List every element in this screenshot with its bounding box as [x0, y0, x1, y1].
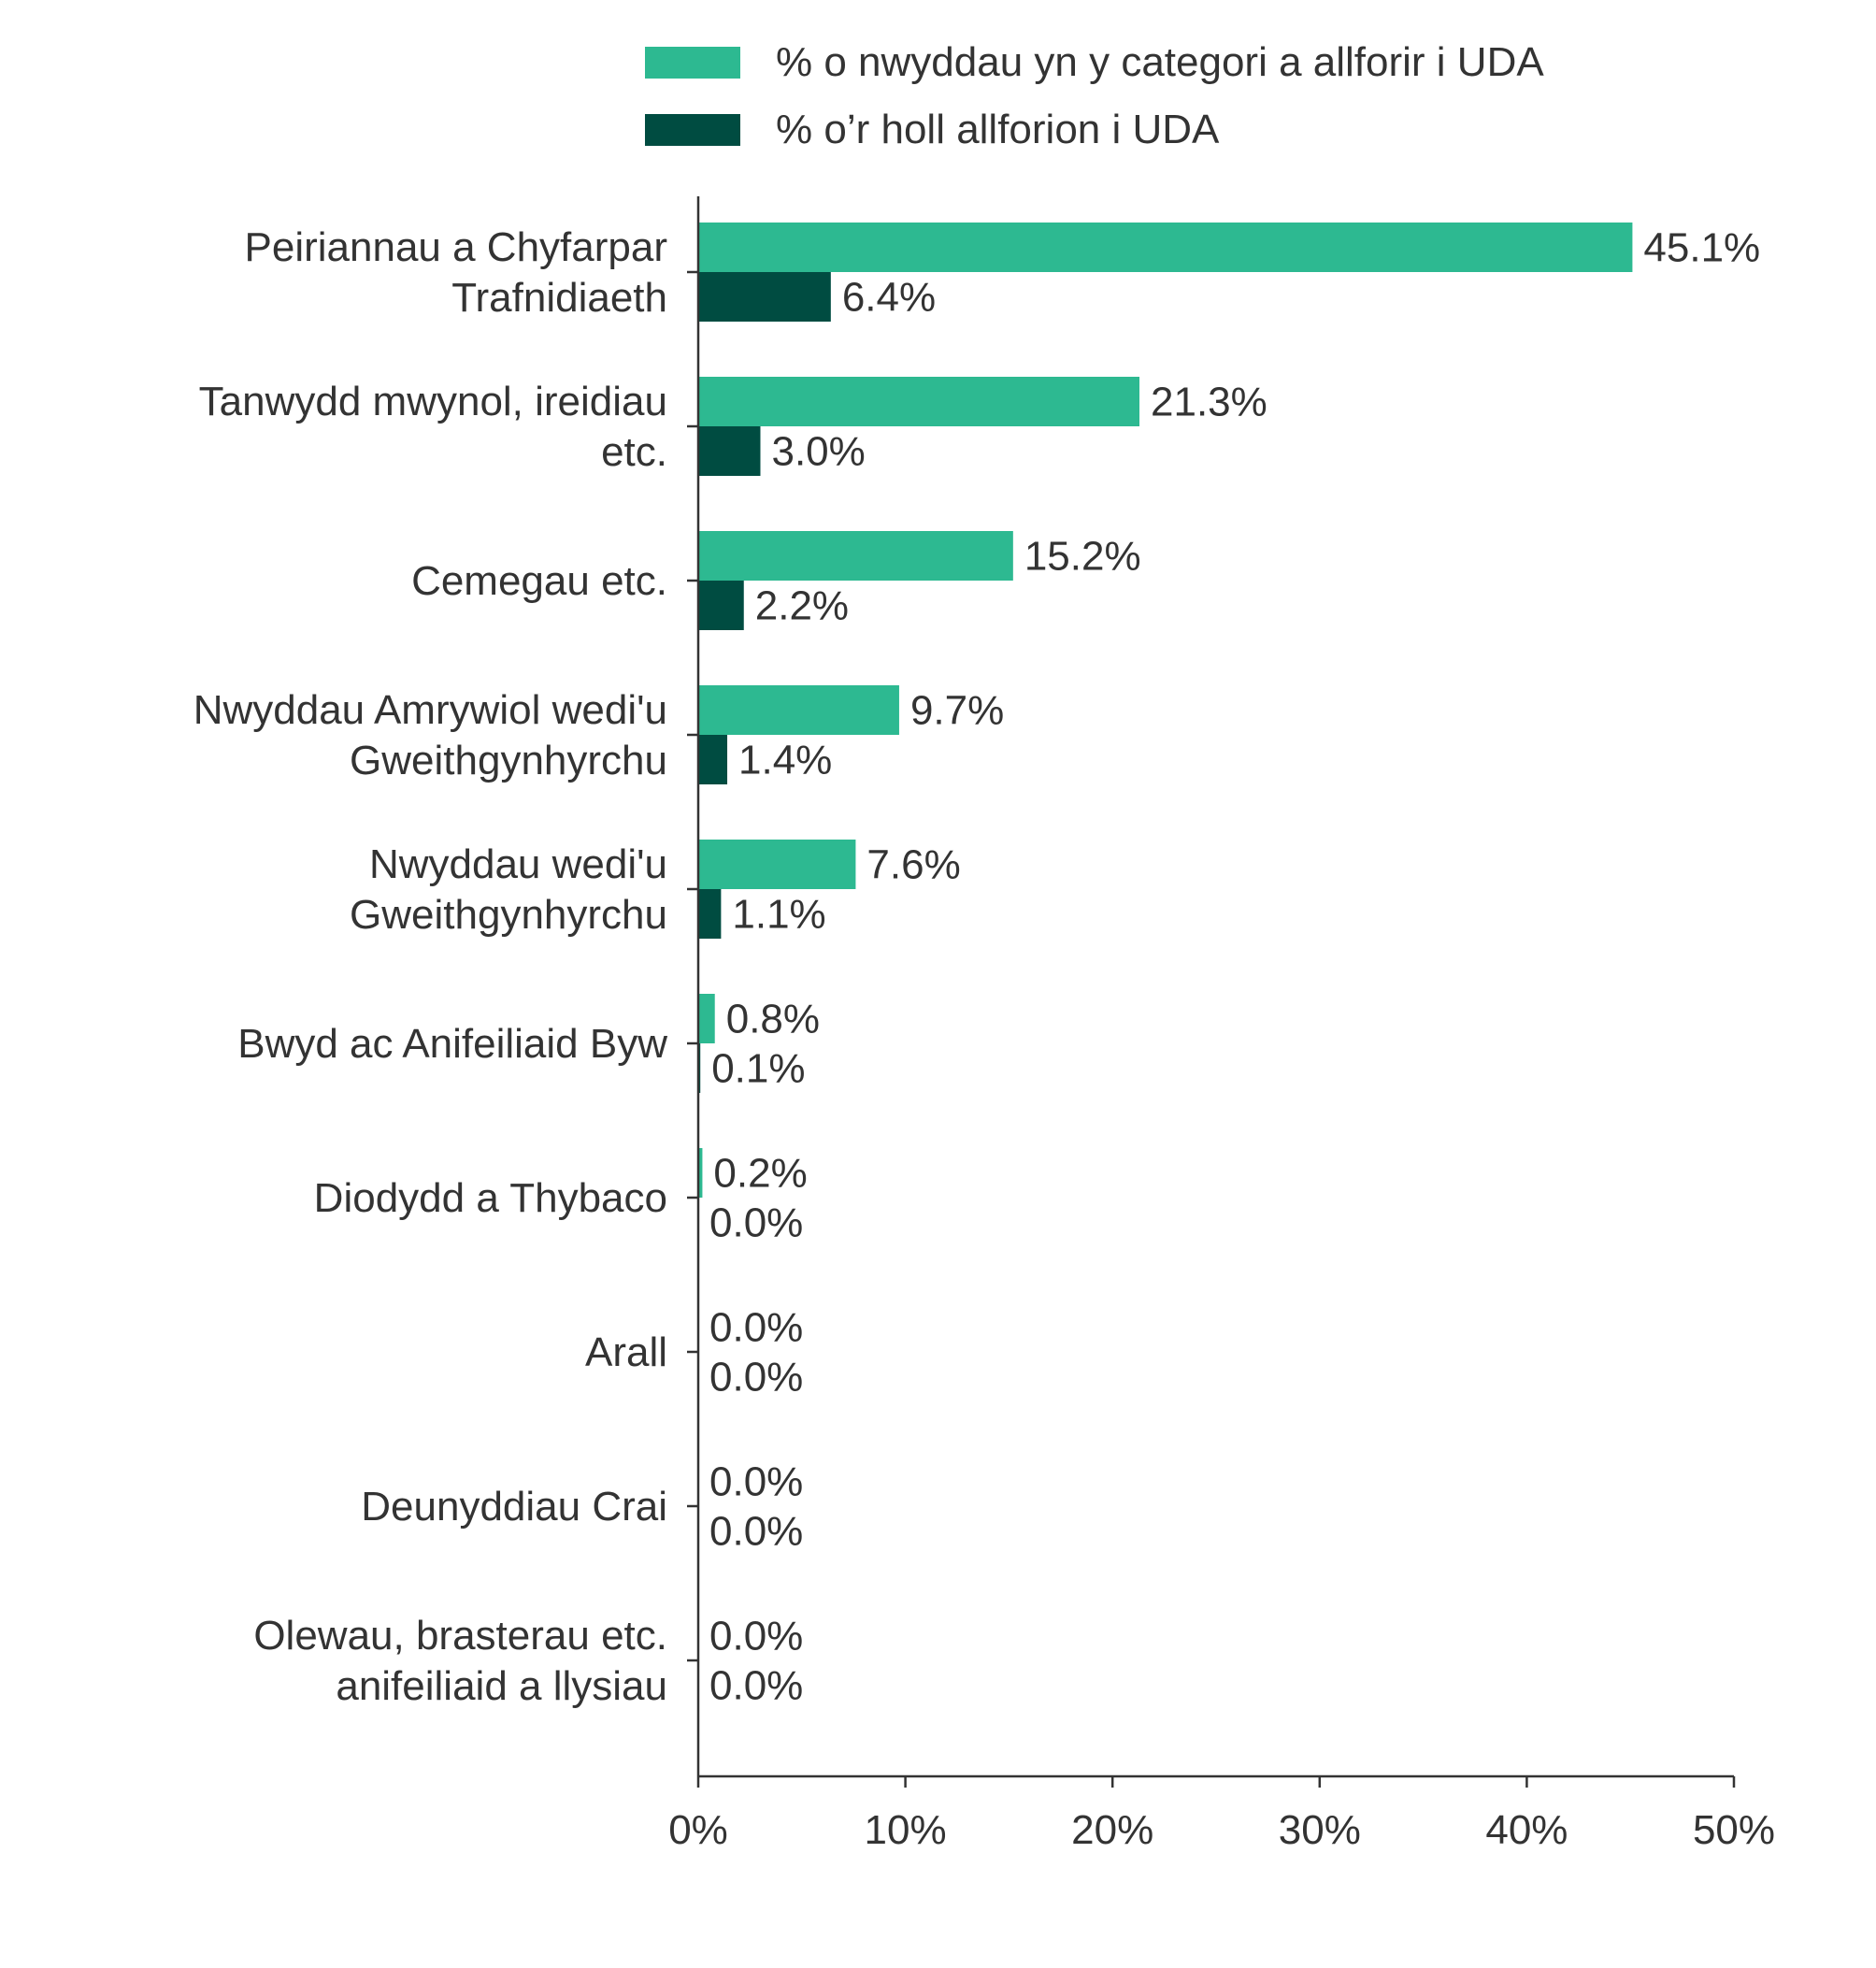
bar-s1-c7 [698, 1148, 703, 1198]
bar-s1-c3 [698, 531, 1013, 581]
bar-s1-c1 [698, 223, 1633, 272]
category-label-8: Arall [585, 1329, 667, 1375]
bar-s1-c5 [698, 840, 856, 889]
legend-label-1: % o nwyddau yn y categori a allforir i U… [776, 39, 1544, 85]
category-label-line: Nwyddau wedi'u [369, 841, 667, 887]
category-label-line: etc. [601, 429, 667, 475]
category-label-line: Diodydd a Thybaco [314, 1175, 667, 1221]
bar-s2-c2 [698, 426, 761, 476]
data-label-s2-c10: 0.0% [709, 1663, 803, 1709]
category-label-line: Bwyd ac Anifeiliaid Byw [237, 1021, 667, 1067]
legend-swatch-2 [645, 114, 740, 146]
bar-s2-c4 [698, 735, 728, 784]
category-label-line: Gweithgynhyrchu [350, 892, 667, 938]
category-label-6: Bwyd ac Anifeiliaid Byw [237, 1021, 667, 1067]
data-label-s1-c8: 0.0% [709, 1305, 803, 1351]
category-label-3: Cemegau etc. [411, 558, 667, 604]
data-label-s1-c10: 0.0% [709, 1614, 803, 1659]
category-label-7: Diodydd a Thybaco [314, 1175, 667, 1221]
category-label-10: Olewau, brasterau etc. anifeiliaid a llys… [253, 1613, 667, 1709]
x-tick-label-2: 10% [865, 1807, 947, 1853]
category-label-line: Cemegau etc. [411, 558, 667, 604]
data-label-s1-c3: 15.2% [1024, 534, 1141, 580]
data-label-s2-c4: 1.4% [738, 738, 832, 783]
x-tick-label-3: 20% [1071, 1807, 1153, 1853]
data-label-s1-c1: 45.1% [1643, 225, 1760, 271]
category-label-line: Tanwydd mwynol, ireidiau [199, 379, 667, 424]
data-label-s1-c4: 9.7% [910, 688, 1004, 734]
category-label-line: Trafnidiaeth [451, 275, 667, 321]
bar-s1-c4 [698, 685, 899, 735]
category-label-line: Nwyddau Amrywiol wedi'u [193, 687, 667, 733]
y-axis: Peiriannau a Chyfarpar Trafnidiaeth Tanwyd… [193, 196, 700, 1776]
legend: % o nwyddau yn y categori a allforir i U… [645, 39, 1544, 152]
data-label-s2-c7: 0.0% [709, 1200, 803, 1246]
category-label-line: anifeiliaid a llysiau [336, 1663, 667, 1709]
category-label-4: Nwyddau Amrywiol wedi'u Gweithgynhyrchu [193, 687, 667, 783]
bar-s2-c3 [698, 581, 744, 630]
x-tick-label-6: 50% [1693, 1807, 1775, 1853]
category-label-line: Peiriannau a Chyfarpar [245, 224, 667, 270]
data-label-s2-c8: 0.0% [709, 1355, 803, 1401]
legend-label-2: % o’r holl allforion i UDA [776, 107, 1220, 152]
category-label-9: Deunyddiau Crai [361, 1484, 667, 1530]
bar-s2-c5 [698, 889, 722, 939]
value-labels-group: 45.1% 6.4% 21.3% 3.0% 15.2% 2.2% 9.7% 1.4% 7.6% 1… [709, 225, 1760, 1709]
data-label-s2-c6: 0.1% [711, 1046, 805, 1092]
category-label-5: Nwyddau wedi'u Gweithgynhyrchu [350, 841, 667, 938]
x-tick-label-4: 30% [1279, 1807, 1361, 1853]
data-label-s1-c5: 7.6% [866, 842, 960, 888]
category-label-line: Gweithgynhyrchu [350, 738, 667, 783]
category-label-1: Peiriannau a Chyfarpar Trafnidiaeth [245, 224, 667, 321]
data-label-s1-c7: 0.2% [713, 1151, 807, 1197]
category-label-line: Arall [585, 1329, 667, 1375]
bar-s1-c2 [698, 377, 1140, 426]
category-label-line: Deunyddiau Crai [361, 1484, 667, 1530]
x-tick-label-1: 0% [668, 1807, 728, 1853]
bar-s1-c6 [698, 994, 715, 1043]
x-axis: 0% 10% 20% 30% 40% 50% [668, 1774, 1775, 1853]
data-label-s1-c9: 0.0% [709, 1459, 803, 1505]
category-label-line: Olewau, brasterau etc. [253, 1613, 667, 1659]
bars-group [698, 223, 1633, 1198]
data-label-s2-c3: 2.2% [755, 583, 849, 629]
x-tick-label-5: 40% [1485, 1807, 1568, 1853]
data-label-s2-c9: 0.0% [709, 1509, 803, 1555]
data-label-s2-c1: 6.4% [842, 275, 936, 321]
legend-swatch-1 [645, 47, 740, 79]
data-label-s2-c5: 1.1% [732, 892, 825, 938]
bar-s2-c1 [698, 272, 831, 322]
data-label-s1-c2: 21.3% [1151, 380, 1267, 425]
category-label-2: Tanwydd mwynol, ireidiau etc. [199, 379, 667, 475]
data-label-s1-c6: 0.8% [726, 997, 820, 1042]
data-label-s2-c2: 3.0% [771, 429, 865, 475]
